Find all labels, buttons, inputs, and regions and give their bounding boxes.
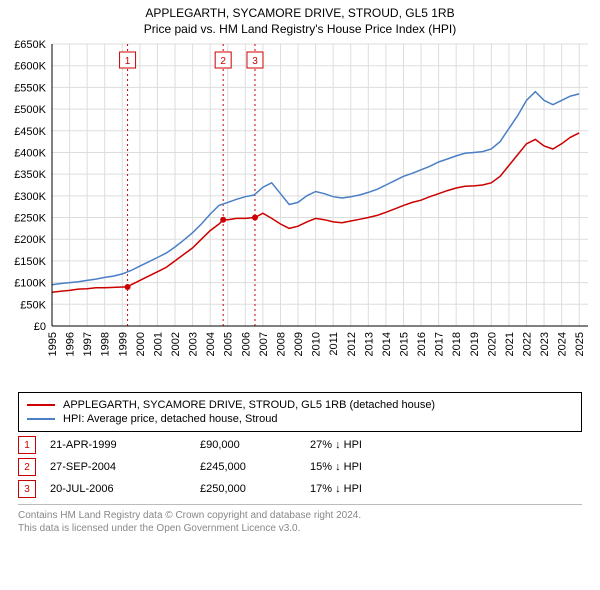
svg-text:£150K: £150K [14,256,46,268]
svg-text:2000: 2000 [135,332,147,356]
svg-text:2010: 2010 [311,332,323,356]
svg-text:£500K: £500K [14,104,46,116]
svg-text:1: 1 [125,56,131,67]
legend-item-price-paid: APPLEGARTH, SYCAMORE DRIVE, STROUD, GL5 … [27,399,573,411]
marker-delta-1: 27% ↓ HPI [310,439,430,451]
svg-text:2013: 2013 [363,332,375,356]
marker-date-2: 27-SEP-2004 [50,461,200,473]
svg-text:2022: 2022 [521,332,533,356]
marker-badge-1: 1 [18,436,36,454]
svg-text:2020: 2020 [486,332,498,356]
marker-badge-3: 3 [18,480,36,498]
svg-text:2024: 2024 [557,332,569,356]
marker-price-1: £90,000 [200,439,310,451]
svg-text:2019: 2019 [469,332,481,356]
svg-text:2003: 2003 [188,332,200,356]
svg-text:£450K: £450K [14,126,46,138]
attribution-line-2: This data is licensed under the Open Gov… [18,522,582,535]
svg-text:£0: £0 [34,321,46,333]
legend-swatch-price-paid [27,404,55,406]
marker-price-2: £245,000 [200,461,310,473]
chart-titles: APPLEGARTH, SYCAMORE DRIVE, STROUD, GL5 … [0,0,600,36]
svg-text:2009: 2009 [293,332,305,356]
price-chart: £0 £50K £100K £150K £200K £250K £300K £350K £400… [0,36,600,386]
legend-swatch-hpi [27,418,55,420]
svg-text:£100K: £100K [14,278,46,290]
svg-text:2005: 2005 [223,332,235,356]
attribution-line-1: Contains HM Land Registry data © Crown c… [18,509,582,522]
svg-text:2016: 2016 [416,332,428,356]
marker-row-3: 3 20-JUL-2006 £250,000 17% ↓ HPI [18,480,582,498]
svg-text:2014: 2014 [381,332,393,356]
legend-label-price-paid: APPLEGARTH, SYCAMORE DRIVE, STROUD, GL5 … [63,399,435,411]
svg-text:2011: 2011 [328,332,340,356]
svg-text:2025: 2025 [574,332,586,356]
markers-table: 1 21-APR-1999 £90,000 27% ↓ HPI 2 27-SEP… [18,436,582,498]
marker-price-3: £250,000 [200,483,310,495]
legend-label-hpi: HPI: Average price, detached house, Stro… [63,413,277,425]
svg-text:2006: 2006 [240,332,252,356]
svg-text:£350K: £350K [14,169,46,181]
svg-text:2017: 2017 [434,332,446,356]
svg-text:2001: 2001 [152,332,164,356]
marker-badge-2: 2 [18,458,36,476]
svg-text:2015: 2015 [398,332,410,356]
svg-text:1996: 1996 [65,332,77,356]
chart-title-address: APPLEGARTH, SYCAMORE DRIVE, STROUD, GL5 … [0,6,600,20]
svg-text:2008: 2008 [275,332,287,356]
svg-text:2021: 2021 [504,332,516,356]
svg-text:£250K: £250K [14,213,46,225]
marker-row-2: 2 27-SEP-2004 £245,000 15% ↓ HPI [18,458,582,476]
svg-text:£300K: £300K [14,191,46,203]
marker-delta-2: 15% ↓ HPI [310,461,430,473]
marker-date-1: 21-APR-1999 [50,439,200,451]
attribution: Contains HM Land Registry data © Crown c… [18,504,582,535]
svg-text:1999: 1999 [117,332,129,356]
svg-text:£650K: £650K [14,39,46,51]
marker-date-3: 20-JUL-2006 [50,483,200,495]
svg-text:£400K: £400K [14,147,46,159]
svg-text:£600K: £600K [14,61,46,73]
svg-text:2018: 2018 [451,332,463,356]
marker-row-1: 1 21-APR-1999 £90,000 27% ↓ HPI [18,436,582,454]
svg-text:3: 3 [252,56,258,67]
svg-text:1997: 1997 [82,332,94,356]
legend: APPLEGARTH, SYCAMORE DRIVE, STROUD, GL5 … [18,392,582,432]
svg-text:2: 2 [220,56,226,67]
chart-container: £0 £50K £100K £150K £200K £250K £300K £350K £400… [0,36,600,386]
svg-text:£50K: £50K [20,299,46,311]
svg-text:£550K: £550K [14,82,46,94]
marker-delta-3: 17% ↓ HPI [310,483,430,495]
svg-text:£200K: £200K [14,234,46,246]
svg-text:1998: 1998 [100,332,112,356]
svg-text:1995: 1995 [47,332,59,356]
svg-text:2023: 2023 [539,332,551,356]
svg-text:2004: 2004 [205,332,217,356]
svg-text:2012: 2012 [346,332,358,356]
chart-title-subtitle: Price paid vs. HM Land Registry's House … [0,22,600,36]
svg-text:2002: 2002 [170,332,182,356]
legend-item-hpi: HPI: Average price, detached house, Stro… [27,413,573,425]
svg-text:2007: 2007 [258,332,270,356]
